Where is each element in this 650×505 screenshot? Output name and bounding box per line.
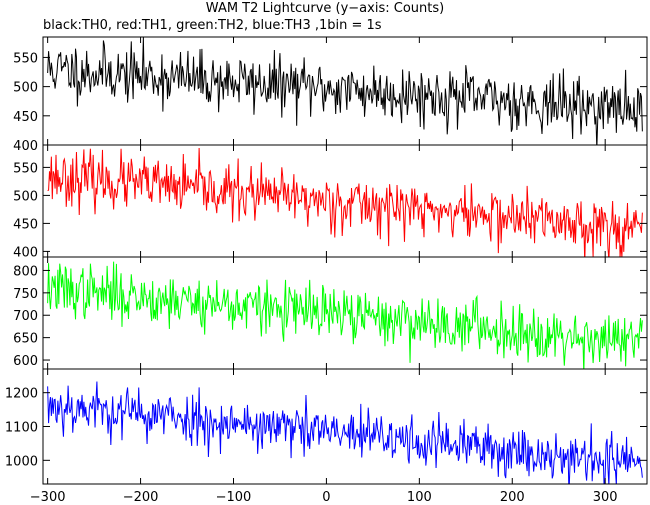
y-tick-label: 550 [13,161,38,176]
x-tick-label: −300 [30,490,66,505]
series-line-th3 [47,381,643,484]
y-tick-label: 700 [13,309,38,324]
panel-th1: 400 450 500 550 [13,144,648,260]
x-tick-label: 100 [407,490,432,505]
x-tick-label: 0 [322,490,330,505]
y-tick-label: 800 [13,264,38,279]
chart-title: WAM T2 Lightcurve (y−axis: Counts) [205,1,445,16]
y-tick-label: 400 [13,139,38,154]
panel-th0: 400 450 500 550 [13,36,648,154]
y-tick-label: 500 [13,189,38,204]
y-tick-label: 650 [13,332,38,347]
panel-th3: 1000 1100 1200 [5,368,648,485]
y-tick-label: 550 [13,51,38,66]
chart-panels: 400 450 500 550 400 450 500 550 600 650 700 750 800 1… [5,36,648,485]
y-tick-label: 1200 [5,387,38,402]
x-tick-label: −200 [123,490,159,505]
chart-legend-text: black:TH0, red:TH1, green:TH2, blue:TH3 … [43,18,382,33]
series-line-th1 [47,147,643,257]
y-tick-label: 450 [13,110,38,125]
series-line-th0 [47,37,643,145]
panel-frame [42,368,648,485]
x-tick-label: 300 [593,490,618,505]
panel-th2: 600 650 700 750 800 [13,256,648,370]
y-tick-label: 500 [13,81,38,96]
y-tick-label: 1100 [5,421,38,436]
x-tick-label: −100 [216,490,252,505]
x-axis: −300 −200 −100 0 100 200 300 [30,490,618,505]
y-tick-label: 600 [13,354,38,369]
panel-frame [42,144,648,258]
x-tick-label: 200 [500,490,525,505]
y-tick-label: 450 [13,217,38,232]
series-line-th2 [47,261,643,369]
y-tick-label: 750 [13,287,38,302]
y-tick-label: 400 [13,245,38,260]
y-tick-label: 1000 [5,454,38,469]
